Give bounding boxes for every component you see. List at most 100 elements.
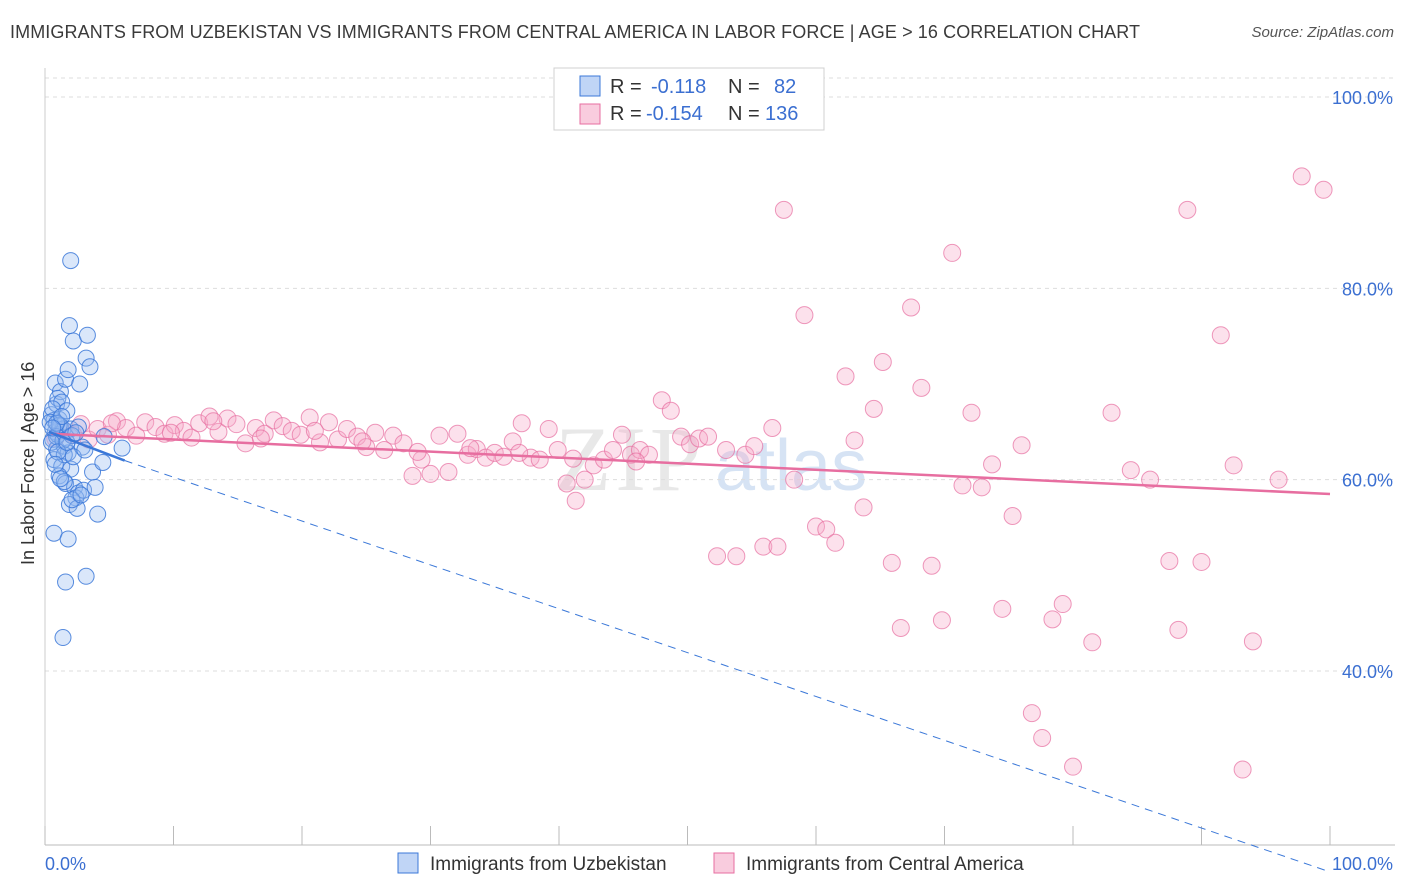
point-central-america-58 — [575, 470, 594, 489]
point-central-america-77 — [754, 537, 773, 556]
point-central-america-3 — [71, 415, 90, 434]
point-central-america-38 — [394, 434, 413, 453]
point-central-america-49 — [494, 447, 513, 466]
point-central-america-135 — [768, 537, 787, 556]
point-central-america-39 — [403, 466, 422, 485]
point-central-america-50 — [503, 432, 522, 451]
point-central-america-102 — [1003, 507, 1022, 526]
point-central-america-25 — [273, 417, 292, 436]
point-uzbekistan-71 — [44, 419, 62, 437]
point-central-america-86 — [845, 431, 864, 450]
point-uzbekistan-21 — [68, 499, 86, 517]
point-uzbekistan-52 — [94, 453, 112, 471]
point-central-america-82 — [807, 517, 825, 536]
point-uzbekistan-31 — [81, 358, 99, 376]
point-central-america-18 — [209, 422, 228, 441]
y-tick-label-2: 60.0% — [1342, 471, 1393, 491]
point-central-america-84 — [826, 533, 845, 552]
y-axis-title: In Labor Force | Age > 16 — [18, 362, 38, 565]
point-central-america-91 — [891, 618, 910, 637]
legend-swatch-pink — [579, 103, 601, 125]
point-central-america-59 — [584, 456, 603, 475]
legend-n-value-2: 136 — [765, 103, 798, 125]
point-uzbekistan-66 — [46, 455, 64, 473]
point-uzbekistan-54 — [113, 439, 131, 457]
point-uzbekistan-29 — [71, 375, 89, 393]
trend-line-uzbekistan-extended — [124, 460, 1331, 873]
point-uzbekistan-55 — [45, 524, 63, 542]
point-uzbekistan-34 — [60, 317, 78, 335]
point-uzbekistan-24 — [89, 505, 107, 523]
legend-r-value-2: -0.154 — [646, 103, 703, 125]
point-central-america-32 — [337, 419, 356, 438]
point-central-america-117 — [1211, 326, 1230, 345]
point-uzbekistan-32 — [64, 332, 82, 350]
point-central-america-43 — [439, 463, 458, 482]
point-uzbekistan-20 — [60, 496, 78, 514]
point-central-america-95 — [932, 611, 951, 630]
point-central-america-53 — [530, 450, 549, 469]
point-central-america-22 — [246, 419, 265, 438]
series-uzbekistan — [41, 252, 131, 647]
point-central-america-121 — [1269, 470, 1288, 489]
point-central-america-56 — [557, 474, 576, 493]
point-central-america-118 — [1224, 456, 1243, 475]
point-central-america-100 — [983, 455, 1002, 474]
point-central-america-92 — [902, 298, 921, 317]
point-central-america-80 — [785, 470, 804, 489]
y-tick-label-3: 40.0% — [1342, 662, 1393, 682]
grid-lines — [45, 77, 1395, 672]
point-central-america-42 — [430, 426, 449, 445]
point-central-america-116 — [1192, 552, 1211, 571]
point-central-america-68 — [672, 427, 691, 446]
point-central-america-85 — [836, 367, 855, 386]
point-central-america-97 — [953, 476, 972, 495]
point-central-america-128 — [305, 421, 324, 440]
point-central-america-64 — [630, 441, 649, 460]
point-central-america-109 — [1083, 633, 1102, 652]
point-central-america-124 — [102, 414, 121, 433]
point-central-america-96 — [943, 243, 962, 262]
point-central-america-106 — [1043, 610, 1062, 629]
trend-lines — [124, 460, 1331, 873]
point-central-america-76 — [745, 437, 764, 456]
point-central-america-74 — [727, 547, 746, 566]
point-uzbekistan-68 — [63, 491, 81, 509]
point-central-america-98 — [962, 403, 981, 422]
point-central-america-57 — [566, 491, 585, 510]
legend-n-value-1: 82 — [774, 76, 796, 98]
point-central-america-119 — [1233, 760, 1252, 779]
point-uzbekistan-63 — [49, 443, 67, 461]
point-central-america-72 — [708, 547, 727, 566]
legend-r-value-1: -0.118 — [651, 76, 706, 98]
point-central-america-108 — [1064, 757, 1082, 776]
point-central-america-48 — [485, 443, 504, 462]
point-central-america-37 — [384, 426, 403, 445]
point-uzbekistan-23 — [86, 478, 104, 496]
point-central-america-16 — [190, 414, 209, 433]
source-label: Source: ZipAtlas.com — [1251, 24, 1394, 41]
point-uzbekistan-37 — [53, 393, 71, 411]
point-central-america-111 — [1121, 461, 1140, 480]
point-central-america-9 — [127, 426, 146, 445]
point-central-america-78 — [763, 419, 782, 438]
point-central-america-101 — [993, 599, 1012, 618]
point-uzbekistan-57 — [57, 573, 75, 591]
legend-r-label-2: R = — [610, 103, 642, 125]
legend-r-label-1: R = — [610, 76, 642, 98]
point-central-america-44 — [448, 424, 467, 443]
legend-n-label-2: N = — [728, 103, 760, 125]
bottom-legend-label-uzbekistan: Immigrants from Uzbekistan — [430, 854, 667, 875]
point-central-america-66 — [652, 391, 671, 410]
point-uzbekistan-58 — [77, 567, 95, 585]
point-central-america-104 — [1022, 704, 1041, 723]
point-central-america-126 — [204, 412, 223, 431]
point-central-america-33 — [348, 427, 367, 446]
chart-title: IMMIGRANTS FROM UZBEKISTAN VS IMMIGRANTS… — [10, 22, 1141, 42]
point-central-america-112 — [1141, 470, 1160, 489]
point-central-america-20 — [227, 415, 246, 434]
correlation-legend: R = -0.118 N = 82 R = -0.154 N = 136 — [553, 67, 825, 131]
point-central-america-70 — [690, 429, 709, 448]
point-central-america-103 — [1012, 436, 1031, 455]
